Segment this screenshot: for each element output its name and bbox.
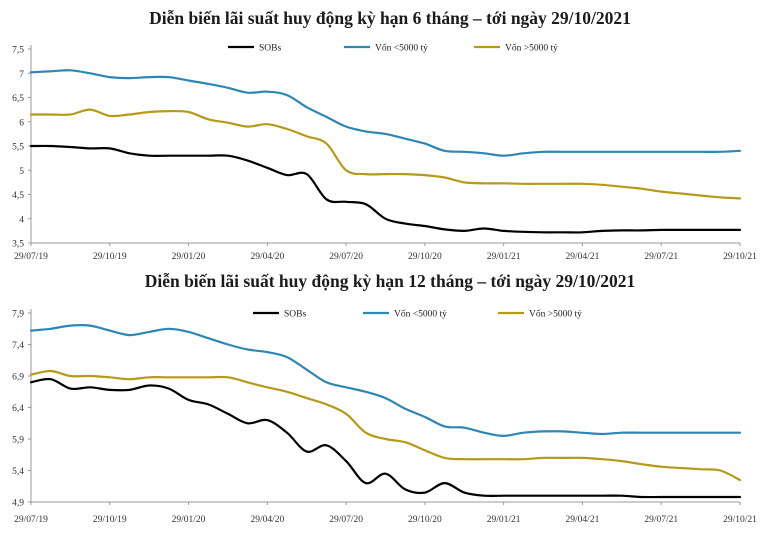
legend-label-2: Vốn <5000 tỷ — [394, 309, 447, 320]
x-tick-label: 29/01/20 — [172, 252, 206, 262]
x-tick-label: 29/04/21 — [566, 252, 600, 262]
x-tick-label: 29/01/21 — [487, 515, 521, 525]
x-tick-label: 29/04/20 — [250, 515, 284, 525]
chart-6-month-svg: Diễn biến lãi suất huy động kỳ hạn 6 thá… — [12, 8, 757, 262]
x-tick-label: 29/04/20 — [250, 252, 284, 262]
legend-label-1: SOBs — [259, 44, 281, 54]
y-tick-label: 6,9 — [12, 373, 24, 383]
x-tick-label: 29/07/19 — [14, 252, 48, 262]
x-tick-label: 29/10/20 — [408, 515, 442, 525]
y-tick-label: 5 — [19, 167, 24, 177]
series-line-3 — [29, 108, 742, 200]
x-tick-label: 29/04/21 — [566, 515, 600, 525]
x-tick-label: 29/01/20 — [172, 515, 206, 525]
y-tick-label: 6 — [19, 118, 24, 128]
legend-label-3: Vốn >5000 tỷ — [529, 309, 582, 320]
x-tick-label: 29/01/21 — [487, 252, 521, 262]
y-tick-label: 4 — [19, 215, 24, 225]
y-tick-label: 4,5 — [12, 191, 24, 201]
y-tick-label: 7,5 — [12, 46, 24, 56]
legend-label-3: Vốn >5000 tỷ — [505, 43, 558, 54]
y-tick-label: 4,9 — [12, 499, 24, 509]
y-tick-label: 5,4 — [12, 467, 24, 477]
y-tick-label: 6,4 — [12, 404, 24, 414]
x-tick-label: 29/10/20 — [408, 252, 442, 262]
x-tick-label: 29/07/19 — [14, 515, 48, 525]
x-tick-label: 29/10/21 — [723, 252, 757, 262]
legend-label-1: SOBs — [284, 310, 306, 320]
x-tick-label: 29/07/21 — [644, 252, 678, 262]
x-tick-label: 29/10/21 — [723, 515, 757, 525]
x-tick-label: 29/10/19 — [93, 252, 127, 262]
legend-label-2: Vốn <5000 tỷ — [375, 43, 428, 54]
y-tick-label: 6,5 — [12, 94, 24, 104]
chart-12-month-rates: Diễn biến lãi suất huy động kỳ hạn 12 th… — [0, 270, 780, 542]
y-tick-label: 7,9 — [12, 310, 24, 320]
x-tick-label: 29/07/20 — [329, 252, 363, 262]
x-tick-label: 29/07/21 — [644, 515, 678, 525]
series-line-1 — [29, 377, 742, 499]
chart-6-month-rates: Diễn biến lãi suất huy động kỳ hạn 6 thá… — [0, 0, 780, 270]
chart-title: Diễn biến lãi suất huy động kỳ hạn 12 th… — [145, 271, 636, 291]
series-line-1 — [29, 144, 742, 234]
series-line-2 — [29, 69, 742, 157]
y-tick-label: 3,5 — [12, 240, 24, 250]
y-tick-label: 7 — [19, 70, 24, 80]
chart-12-month-svg: Diễn biến lãi suất huy động kỳ hạn 12 th… — [12, 271, 757, 525]
x-tick-label: 29/07/20 — [329, 515, 363, 525]
chart-title: Diễn biến lãi suất huy động kỳ hạn 6 thá… — [149, 8, 631, 28]
x-tick-label: 29/10/19 — [93, 515, 127, 525]
y-tick-label: 7,4 — [12, 341, 24, 351]
series-line-2 — [29, 324, 742, 437]
y-tick-label: 5,9 — [12, 436, 24, 446]
y-tick-label: 5,5 — [12, 143, 24, 153]
series-line-3 — [29, 369, 742, 482]
